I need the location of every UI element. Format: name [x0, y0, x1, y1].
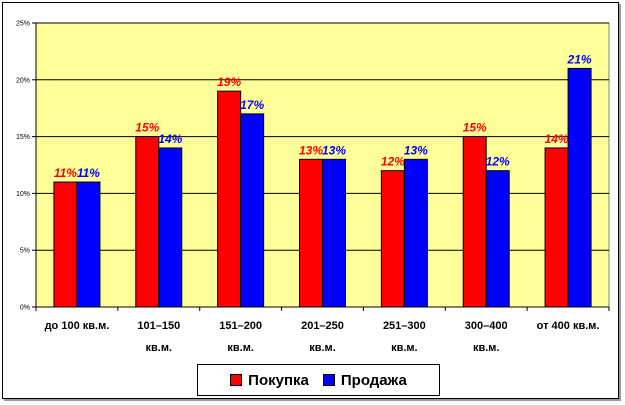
y-tick-label: 0%: [20, 305, 30, 312]
bar-sale: [76, 181, 101, 308]
x-category-label: кв.м.: [227, 342, 254, 354]
data-label: 14%: [158, 132, 182, 146]
data-label: 13%: [322, 143, 346, 157]
bar-sale: [158, 147, 183, 308]
x-category-label: кв.м.: [309, 342, 336, 354]
data-label: 15%: [135, 121, 159, 135]
bar-sale: [322, 158, 346, 308]
data-label: 13%: [404, 143, 428, 157]
legend: Покупка Продажа: [197, 364, 440, 396]
x-category-label: кв.м.: [473, 342, 500, 354]
data-label: 11%: [54, 166, 77, 180]
data-label: 17%: [240, 98, 264, 112]
legend-item-sale: Продажа: [322, 371, 407, 389]
legend-label-sale: Продажа: [340, 371, 407, 389]
x-category-label: 300–400: [465, 320, 508, 332]
bar-purchase: [217, 90, 242, 308]
bar-purchase: [135, 136, 160, 308]
data-label: 15%: [463, 121, 487, 135]
bar-purchase: [299, 158, 323, 308]
bar-purchase: [380, 170, 405, 308]
y-tick-label: 10%: [16, 191, 30, 198]
y-tick-label: 20%: [16, 77, 30, 84]
legend-label-purchase: Покупка: [248, 371, 309, 389]
bar-purchase: [462, 136, 487, 308]
y-tick-label: 5%: [20, 248, 30, 255]
data-label: 12%: [381, 155, 405, 169]
data-label: 11%: [77, 166, 100, 180]
data-label: 14%: [545, 132, 569, 146]
legend-swatch-sale: [322, 374, 335, 386]
x-category-label: кв.м.: [146, 342, 173, 354]
x-category-label: до 100 кв.м.: [45, 320, 110, 332]
data-labels: 11% 11%15%14%19%17%13%13%12%13%15%12%14%2…: [54, 52, 592, 180]
x-category-label: 201–250: [301, 320, 344, 332]
x-category-label: 101–150: [137, 320, 180, 332]
bar-purchase: [53, 181, 78, 308]
bar-sale: [403, 158, 428, 308]
y-tick-label: 15%: [16, 134, 30, 141]
data-label: 12%: [486, 155, 510, 169]
y-axis-ticks: 0% 5% 10% 15% 20% 25%: [16, 21, 609, 312]
data-label: 21%: [567, 52, 592, 66]
x-axis-categories: до 100 кв.м. 101–150 кв.м. 151–200 кв.м. 201–…: [35, 307, 610, 354]
x-category-label: 251–300: [383, 320, 426, 332]
data-label: 19%: [217, 75, 241, 89]
bar-sale: [485, 170, 510, 308]
bar-sale: [567, 67, 592, 308]
y-tick-label: 25%: [16, 21, 30, 28]
x-category-label: кв.м.: [391, 342, 418, 354]
bar-sale: [240, 113, 265, 308]
bar-purchase: [544, 147, 569, 308]
bars: [53, 67, 592, 308]
data-label: 13%: [299, 143, 323, 157]
legend-swatch-purchase: [230, 374, 243, 386]
x-category-label: от 400 кв.м.: [537, 320, 600, 332]
x-category-label: 151–200: [219, 320, 262, 332]
legend-item-purchase: Покупка: [230, 372, 309, 389]
